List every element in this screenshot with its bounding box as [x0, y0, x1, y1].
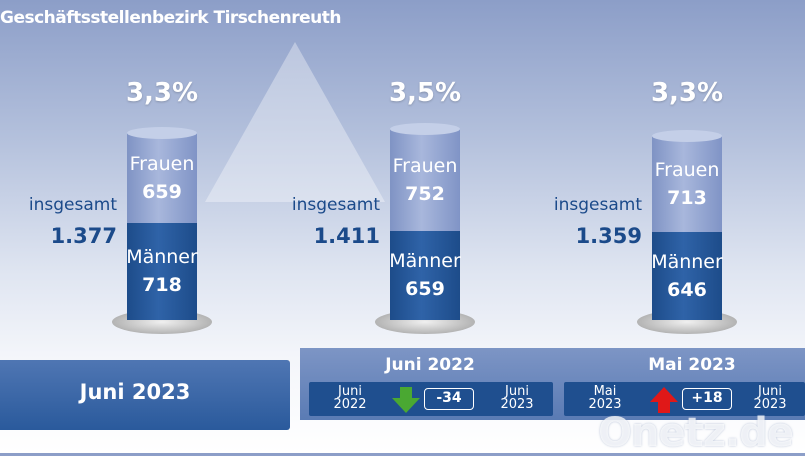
maenner-label: Männer — [651, 251, 723, 274]
total-label: insgesamt — [28, 195, 117, 215]
from-period: Mai 2023 — [580, 385, 630, 411]
from-period: Juni 2022 — [325, 385, 375, 411]
total-value: 1.359 — [575, 224, 642, 248]
maenner-value: 659 — [405, 278, 445, 301]
cylinder-top — [127, 127, 197, 140]
frauen-value: 659 — [142, 180, 182, 203]
maenner-value: 646 — [667, 279, 707, 302]
bar-frauen: Frauen 752 — [390, 128, 460, 231]
change-badge: +18 — [682, 388, 732, 410]
to-year: 2023 — [500, 397, 534, 412]
from-month: Mai — [593, 384, 617, 399]
from-year: 2022 — [333, 397, 367, 412]
bar-maenner: Männer 659 — [389, 230, 461, 320]
bar-frauen: Frauen 713 — [652, 135, 722, 233]
frauen-label: Frauen — [654, 158, 720, 181]
comparison-header: Mai 2023 — [648, 355, 736, 375]
maenner-label: Männer — [389, 250, 461, 273]
total-value: 1.411 — [313, 224, 380, 248]
total-value: 1.377 — [50, 224, 117, 248]
maenner-value: 718 — [142, 274, 182, 297]
maenner-label: Männer — [126, 246, 198, 269]
from-year: 2023 — [588, 397, 622, 412]
current-period-band — [0, 360, 290, 430]
watermark-logo: Onetz.de — [598, 410, 794, 456]
rate-label: 3,5% — [388, 78, 462, 108]
to-period: Juni 2023 — [492, 385, 542, 411]
rate-label: 3,3% — [125, 78, 199, 108]
background-triangle — [205, 42, 385, 202]
comparison-bar — [564, 382, 805, 416]
to-period: Juni 2023 — [745, 385, 795, 411]
total-label: insgesamt — [291, 195, 380, 215]
arrow-down-icon — [392, 387, 420, 413]
frauen-value: 713 — [667, 186, 707, 209]
to-month: Juni — [505, 384, 529, 399]
arrow-up-icon — [650, 387, 678, 413]
chart-title: Geschäftsstellenbezirk Tirschenreuth — [0, 8, 341, 28]
to-year: 2023 — [753, 397, 787, 412]
comparison-bar — [309, 382, 553, 416]
bar-frauen: Frauen 659 — [127, 133, 197, 223]
bar-maenner: Männer 646 — [651, 232, 723, 320]
current-period-label: Juni 2023 — [79, 380, 191, 404]
change-badge: -34 — [424, 388, 474, 410]
cylinder-top — [390, 122, 460, 135]
to-month: Juni — [758, 384, 782, 399]
frauen-label: Frauen — [129, 152, 195, 175]
frauen-value: 752 — [405, 182, 445, 205]
comparison-header: Juni 2022 — [385, 355, 475, 375]
frauen-label: Frauen — [392, 154, 458, 177]
from-month: Juni — [338, 384, 362, 399]
bar-maenner: Männer 718 — [126, 222, 198, 320]
total-label: insgesamt — [553, 195, 642, 215]
rate-label: 3,3% — [650, 78, 724, 108]
cylinder-top — [652, 129, 722, 142]
